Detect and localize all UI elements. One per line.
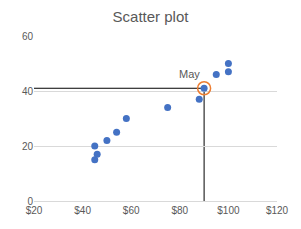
svg-text:0: 0 <box>27 196 33 207</box>
svg-text:$80: $80 <box>171 205 188 216</box>
svg-text:$120: $120 <box>266 205 289 216</box>
svg-text:$100: $100 <box>217 205 240 216</box>
svg-text:Scatter plot: Scatter plot <box>113 8 190 25</box>
svg-text:60: 60 <box>22 31 34 42</box>
svg-text:May: May <box>179 68 200 80</box>
svg-text:$20: $20 <box>26 205 43 216</box>
svg-text:40: 40 <box>22 86 34 97</box>
svg-text:$60: $60 <box>123 205 140 216</box>
svg-text:$40: $40 <box>74 205 91 216</box>
svg-text:20: 20 <box>22 141 34 152</box>
